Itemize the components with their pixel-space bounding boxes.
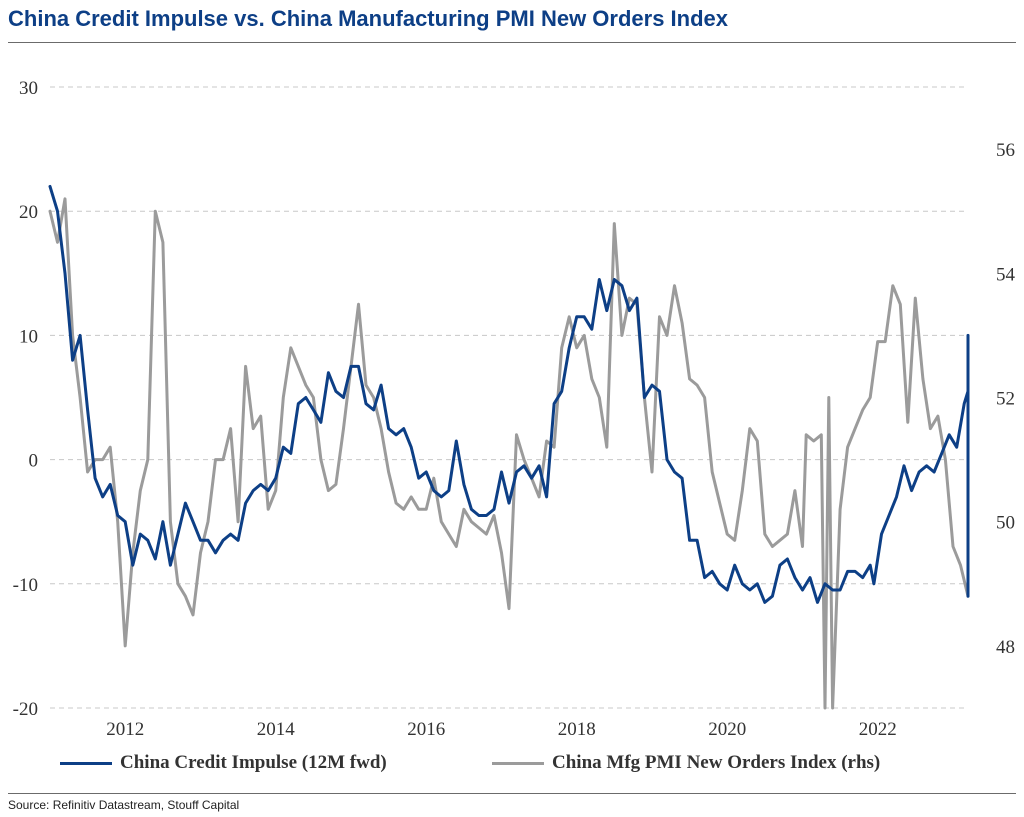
legend-label-credit-impulse: China Credit Impulse (12M fwd) bbox=[120, 752, 387, 773]
y-right-tick-label: 50 bbox=[996, 513, 1015, 534]
x-tick-label: 2018 bbox=[558, 719, 596, 740]
y-left-tick-label: 0 bbox=[29, 451, 39, 472]
source-note: Source: Refinitiv Datastream, Stouff Cap… bbox=[8, 798, 240, 812]
chart-title: China Credit Impulse vs. China Manufactu… bbox=[8, 6, 729, 31]
x-tick-label: 2020 bbox=[708, 719, 746, 740]
title-divider bbox=[8, 42, 1016, 43]
y-left-tick-label: 30 bbox=[19, 78, 38, 99]
legend-swatch-pmi-new-orders bbox=[492, 761, 544, 765]
series-line-credit-impulse bbox=[48, 184, 970, 604]
y-right-tick-label: 48 bbox=[996, 637, 1015, 658]
legend-item-credit-impulse: China Credit Impulse (12M fwd) bbox=[60, 752, 387, 774]
grid-lines bbox=[50, 86, 968, 709]
x-tick-label: 2012 bbox=[106, 719, 144, 740]
y-right-tick-label: 54 bbox=[996, 264, 1016, 285]
y-left-tick-label: 20 bbox=[19, 202, 38, 223]
line-chart: 30 20 10 0 -10 -20 56 54 52 50 48 2012 2014 2016 2018 2… bbox=[13, 78, 1016, 740]
legend-label-pmi-new-orders: China Mfg PMI New Orders Index (rhs) bbox=[552, 752, 881, 773]
x-tick-label: 2014 bbox=[257, 719, 296, 740]
axis-ticks: 30 20 10 0 -10 -20 56 54 52 50 48 2012 2014 2016 2018 2… bbox=[13, 78, 1016, 740]
y-right-tick-label: 56 bbox=[996, 140, 1015, 161]
x-tick-label: 2016 bbox=[407, 719, 445, 740]
legend: China Credit Impulse (12M fwd) China Mfg… bbox=[0, 752, 1024, 782]
series-lines bbox=[48, 184, 970, 710]
y-left-tick-label: -10 bbox=[13, 575, 38, 596]
y-right-tick-label: 52 bbox=[996, 389, 1015, 410]
x-tick-label: 2022 bbox=[859, 719, 897, 740]
legend-swatch-credit-impulse bbox=[60, 761, 112, 765]
source-divider bbox=[8, 793, 1016, 794]
series-line-pmi-new-orders bbox=[48, 197, 970, 710]
y-left-tick-label: 10 bbox=[19, 326, 38, 347]
y-left-tick-label: -20 bbox=[13, 699, 38, 720]
legend-item-pmi-new-orders: China Mfg PMI New Orders Index (rhs) bbox=[492, 752, 880, 774]
